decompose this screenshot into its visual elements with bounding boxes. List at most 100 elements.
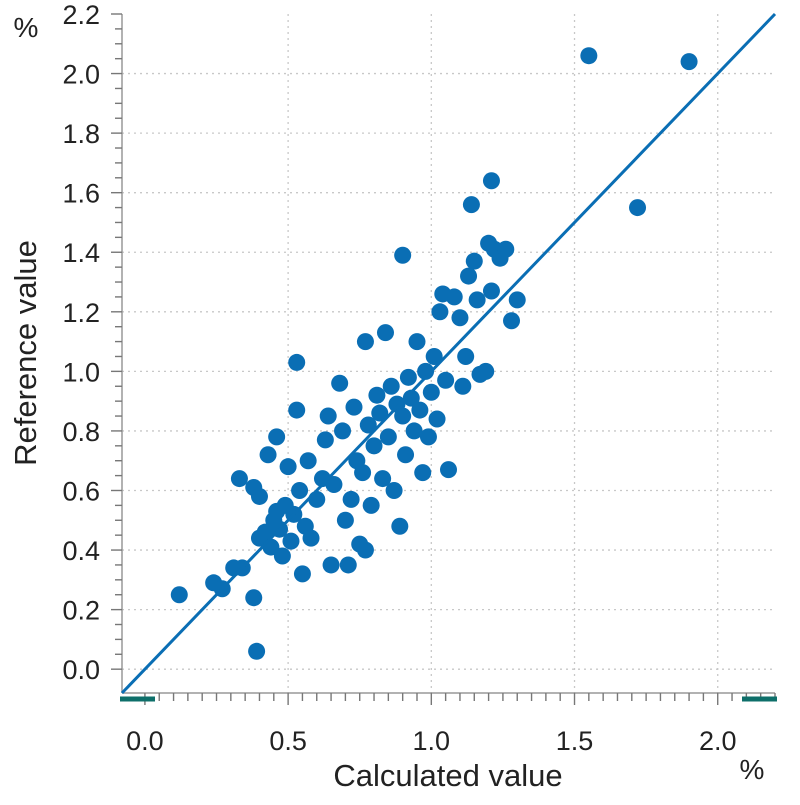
data-point <box>362 496 380 514</box>
data-point <box>382 377 400 395</box>
data-point <box>279 458 297 476</box>
data-point <box>342 490 360 508</box>
data-point <box>302 529 320 547</box>
data-point <box>428 410 446 428</box>
y-tick-label: 1.4 <box>62 238 100 268</box>
data-point <box>371 404 389 422</box>
x-tick-label: 2.0 <box>699 726 737 756</box>
y-axis-title: Reference value <box>8 240 43 466</box>
grid <box>122 14 775 693</box>
data-point <box>580 47 598 65</box>
data-point <box>629 199 647 217</box>
data-point <box>368 386 386 404</box>
data-point <box>437 371 455 389</box>
y-tick-label: 2.0 <box>62 60 100 90</box>
data-point <box>457 347 475 365</box>
data-point <box>391 517 409 535</box>
data-point <box>319 407 337 425</box>
data-point <box>322 556 340 574</box>
data-point <box>334 422 352 440</box>
data-point <box>259 446 277 464</box>
y-tick-label: 1.2 <box>62 298 100 328</box>
y-tick-label: 0.0 <box>62 655 100 685</box>
y-tick-label: 1.6 <box>62 179 100 209</box>
data-point <box>399 368 417 386</box>
data-point <box>291 481 309 499</box>
data-point <box>497 240 515 258</box>
data-point <box>268 428 286 446</box>
data-point <box>422 383 440 401</box>
x-axis-title: Calculated value <box>333 758 562 793</box>
axes: 0.0 0.2 0.4 0.6 0.8 1.0 1.2 1.4 1.6 1.8 2.0 2.2 0.0 0… <box>62 0 777 756</box>
data-point <box>379 428 397 446</box>
data-point <box>376 324 394 342</box>
data-point <box>431 303 449 321</box>
x-tick-label: 0.0 <box>126 726 164 756</box>
data-point <box>288 353 306 371</box>
data-point <box>359 416 377 434</box>
data-point <box>288 401 306 419</box>
data-point <box>454 377 472 395</box>
data-point <box>460 267 478 285</box>
data-point <box>336 511 354 529</box>
data-point <box>482 172 500 190</box>
y-unit-label: % <box>14 12 39 43</box>
data-point <box>282 532 300 550</box>
data-point <box>256 523 274 541</box>
y-tick-label: 0.8 <box>62 417 100 447</box>
data-point <box>462 196 480 214</box>
data-point <box>411 401 429 419</box>
data-point <box>299 452 317 470</box>
data-point <box>339 556 357 574</box>
data-point <box>325 476 343 494</box>
data-point <box>425 347 443 365</box>
data-point <box>356 333 374 351</box>
data-point <box>477 362 495 380</box>
data-point <box>414 464 432 482</box>
identity-line <box>120 12 777 695</box>
y-tick-label: 0.6 <box>62 476 100 506</box>
data-point <box>273 547 291 565</box>
data-point <box>419 428 437 446</box>
data-point <box>245 589 263 607</box>
y-tick-label: 1.0 <box>62 357 100 387</box>
data-point <box>308 490 326 508</box>
y-tick-label: 0.2 <box>62 596 100 626</box>
data-point <box>408 333 426 351</box>
data-point <box>170 586 188 604</box>
y-tick-label: 1.8 <box>62 119 100 149</box>
data-point <box>316 431 334 449</box>
data-point <box>356 541 374 559</box>
data-point <box>374 470 392 488</box>
labels: % % Calculated value Reference value <box>8 12 764 793</box>
data-point <box>451 309 469 327</box>
data-point <box>293 565 311 583</box>
x-unit-label: % <box>740 754 765 785</box>
data-point <box>397 446 415 464</box>
data-point <box>365 437 383 455</box>
y-tick-label: 0.4 <box>62 536 100 566</box>
data-point <box>508 291 526 309</box>
data-point <box>405 422 423 440</box>
data-point <box>440 461 457 479</box>
x-tick-label: 1.5 <box>556 726 594 756</box>
data-point <box>402 389 420 407</box>
data-point <box>465 252 483 270</box>
data-point <box>331 374 349 392</box>
x-tick-label: 0.5 <box>269 726 307 756</box>
data-point <box>468 291 486 309</box>
data-point <box>482 282 500 300</box>
data-point <box>394 246 412 264</box>
data-point <box>345 398 363 416</box>
data-point <box>445 288 463 306</box>
data-point <box>394 407 412 425</box>
data-point <box>503 312 521 330</box>
data-point <box>417 362 435 380</box>
data-points <box>170 47 698 660</box>
data-point <box>354 464 372 482</box>
x-tick-label: 1.0 <box>413 726 451 756</box>
identity-line-group <box>120 12 777 695</box>
data-point <box>385 481 403 499</box>
